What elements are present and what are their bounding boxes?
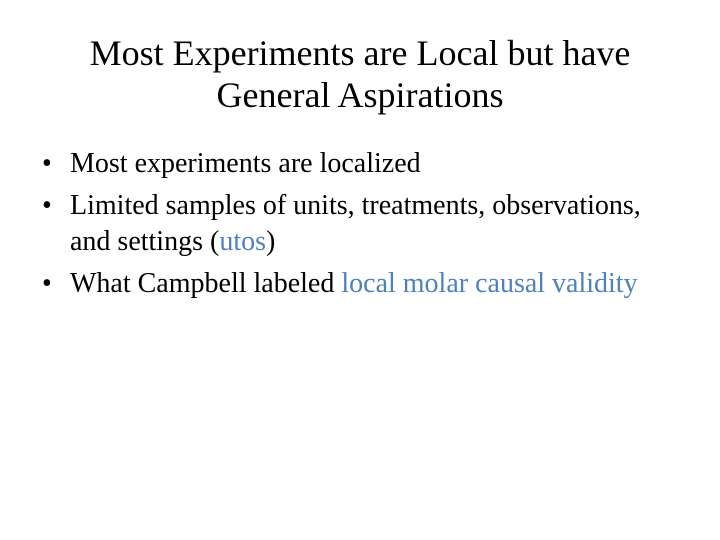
bullet-text: Limited samples of units, treatments, ob… xyxy=(70,190,641,257)
slide-title: Most Experiments are Local but have Gene… xyxy=(89,33,631,115)
bullet-list: • Most experiments are localized • Limit… xyxy=(42,146,662,308)
bullet-text: What Campbell labeled xyxy=(70,268,342,299)
bullet-dot-icon: • xyxy=(42,148,52,179)
bullet-item-campbell: • What Campbell labeled local molar caus… xyxy=(42,266,662,302)
highlight-local-molar-causal-validity: local molar causal validity xyxy=(341,268,638,299)
bullet-text-end: ) xyxy=(266,226,276,257)
highlight-utos: utos xyxy=(219,226,266,257)
bullet-item-limited-samples: • Limited samples of units, treatments, … xyxy=(42,188,662,260)
bullet-dot-icon: • xyxy=(42,190,52,221)
bullet-text: Most experiments are localized xyxy=(70,148,421,179)
bullet-dot-icon: • xyxy=(42,268,52,299)
bullet-item-localized: • Most experiments are localized xyxy=(42,146,662,182)
